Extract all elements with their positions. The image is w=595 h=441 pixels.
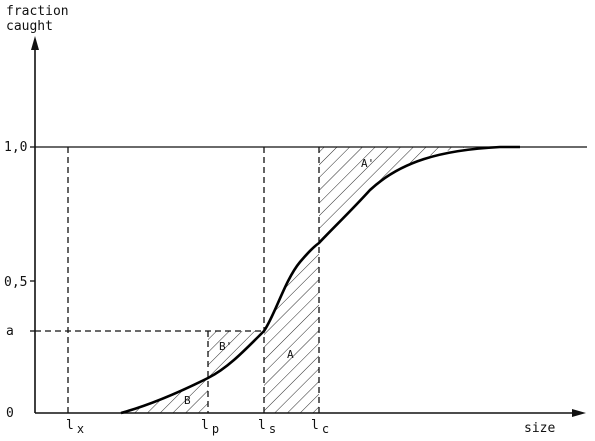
y-axis-title-line2: caught (6, 19, 53, 34)
area-A-prime-region (319, 147, 470, 243)
x-mark-ls-base: l (258, 418, 266, 433)
area-B-prime-label: B' (219, 340, 232, 353)
x-mark-lp-sub: p (212, 422, 219, 436)
selection-curve (120, 145, 520, 415)
x-axis-title: size (524, 421, 555, 436)
area-B-label: B (184, 394, 191, 407)
y-tick-label-0: 0 (6, 406, 14, 421)
x-mark-lp-base: l (201, 418, 209, 433)
x-mark-lx-base: l (66, 418, 74, 433)
y-tick-label-05: 0,5 (4, 275, 27, 290)
area-B-region (121, 378, 208, 413)
area-A-region (264, 243, 319, 413)
y-axis-arrow (31, 36, 39, 50)
x-axis-arrow (572, 409, 586, 417)
x-mark-lc-base: l (311, 418, 319, 433)
area-A-label: A (287, 348, 294, 361)
y-tick-label-a: a (6, 324, 14, 339)
x-mark-ls-sub: s (269, 422, 276, 436)
y-axis-title-line1: fraction (6, 4, 69, 19)
y-tick-label-1: 1,0 (4, 140, 27, 155)
area-B-prime-region (208, 331, 264, 378)
x-mark-lx-sub: x (77, 422, 84, 436)
area-A-prime-label: A' (361, 157, 374, 170)
x-mark-lc-sub: c (322, 422, 329, 436)
